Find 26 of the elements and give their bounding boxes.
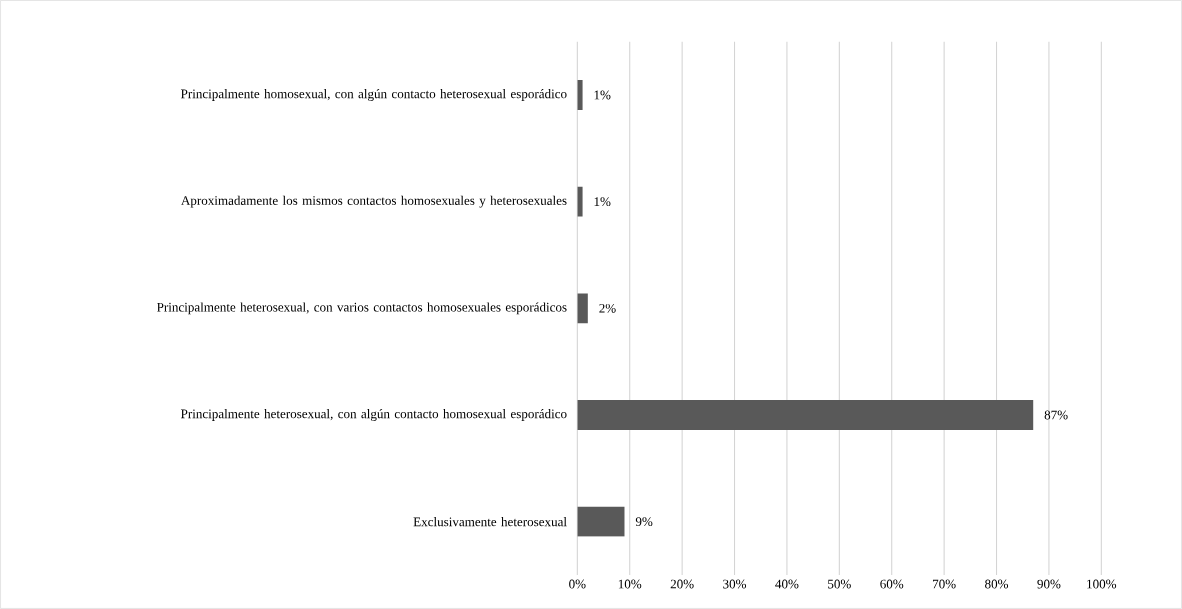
y-tick-label: Principalmente heterosexual, con algún contacto homosexual esporádico bbox=[180, 409, 567, 421]
bar bbox=[577, 80, 583, 110]
bar bbox=[577, 293, 588, 324]
data-label: 1% bbox=[594, 90, 611, 100]
x-tick-label: 80% bbox=[985, 579, 1009, 589]
x-tick-label: 50% bbox=[828, 579, 851, 589]
x-tick-label: 10% bbox=[618, 579, 642, 589]
bar bbox=[577, 400, 1034, 430]
x-tick-label: 0% bbox=[569, 579, 586, 589]
y-tick-label: Principalmente homosexual, con algún contacto heterosexual esporádico bbox=[180, 89, 567, 101]
bar bbox=[577, 506, 625, 537]
y-tick-label: Aproximadamente los mismos contactos homosexuales y heterosexuales bbox=[181, 195, 567, 208]
x-tick-label: 40% bbox=[775, 579, 799, 589]
y-tick-label: Exclusivamente heterosexual bbox=[413, 517, 567, 527]
bar bbox=[577, 186, 583, 217]
data-label: 2% bbox=[599, 303, 616, 313]
x-tick-label: 20% bbox=[670, 579, 694, 589]
x-tick-label: 90% bbox=[1037, 579, 1061, 589]
data-label: 1% bbox=[594, 197, 611, 207]
x-tick-label: 30% bbox=[723, 579, 747, 589]
x-tick-label: 70% bbox=[933, 579, 956, 589]
x-tick-label: 100% bbox=[1087, 579, 1117, 589]
data-label: 9% bbox=[635, 517, 653, 527]
x-tick-label: 60% bbox=[880, 579, 904, 589]
data-label: 87% bbox=[1044, 410, 1068, 420]
y-tick-label: Principalmente heterosexual, con varios contactos homosexuales esporádicos bbox=[157, 302, 567, 315]
